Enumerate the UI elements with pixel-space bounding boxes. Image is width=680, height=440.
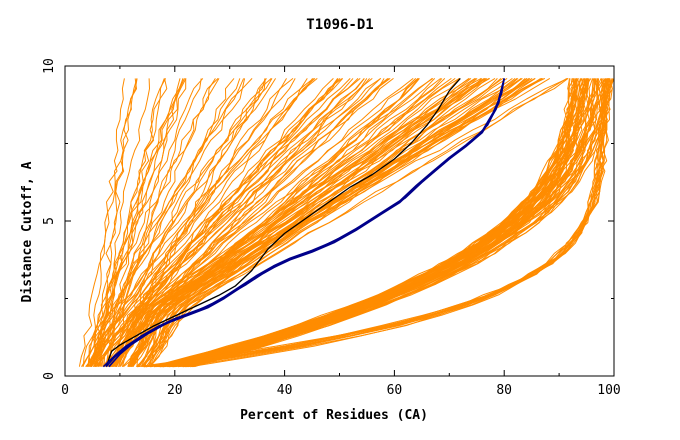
model-curve-orange xyxy=(182,78,582,368)
model-curve-orange xyxy=(88,78,125,367)
reference-curve xyxy=(105,77,461,367)
chart-title: T1096-D1 xyxy=(306,17,373,33)
model-curve-orange xyxy=(82,78,220,367)
model-curve-orange xyxy=(115,78,417,367)
model-curve-orange xyxy=(192,78,587,368)
model-curve-orange xyxy=(90,78,184,367)
model-curve-orange xyxy=(160,78,613,368)
model-curve-orange xyxy=(113,78,472,367)
model-curve-orange xyxy=(94,78,219,367)
model-curve-orange xyxy=(97,78,138,367)
x-tick-label-80: 80 xyxy=(496,383,512,398)
model-curve-orange xyxy=(107,77,544,368)
model-curve-orange xyxy=(105,77,476,367)
x-tick-label-20: 20 xyxy=(167,383,183,398)
model-curve-orange xyxy=(129,78,419,367)
model-curve-orange xyxy=(156,78,595,368)
x-axis-label: Percent of Residues (CA) xyxy=(240,408,428,423)
model-curve-orange xyxy=(116,78,266,367)
model-curve-orange xyxy=(161,78,610,368)
model-curve-orange xyxy=(130,78,483,367)
model-curve-orange xyxy=(127,78,460,367)
y-tick-label-0: 0 xyxy=(42,372,57,380)
model-curve-orange xyxy=(105,78,216,367)
y-tick-label-10: 10 xyxy=(42,58,57,74)
model-curve-orange xyxy=(109,78,165,367)
highlighted-model-curve xyxy=(102,78,505,368)
model-curve-orange xyxy=(87,78,365,368)
axis-ticks xyxy=(64,65,615,377)
model-curve-orange xyxy=(85,78,184,368)
model-curve-orange xyxy=(172,78,577,368)
model-curve-orange xyxy=(103,78,202,367)
model-curve-orange xyxy=(94,78,187,367)
model-curve-orange xyxy=(91,78,245,367)
model-curve-orange xyxy=(157,78,579,368)
x-tick-label-40: 40 xyxy=(277,383,293,398)
model-curve-orange xyxy=(187,78,589,368)
model-curve-orange xyxy=(132,77,491,367)
model-curve-orange xyxy=(163,78,608,368)
plot-lines xyxy=(78,77,615,368)
model-curve-orange xyxy=(137,78,611,368)
y-axis-label: Distance Cutoff, A xyxy=(20,161,35,302)
x-tick-label-0: 0 xyxy=(61,383,69,398)
model-curve-orange xyxy=(109,78,294,367)
model-curve-orange xyxy=(121,78,485,367)
model-curve-orange xyxy=(118,78,235,367)
x-tick-label-60: 60 xyxy=(387,383,403,398)
model-curve-orange xyxy=(94,78,277,367)
model-curve-orange xyxy=(95,78,187,367)
model-curve-orange xyxy=(95,78,150,367)
model-curve-orange xyxy=(187,78,594,368)
x-tick-label-100: 100 xyxy=(597,383,620,398)
model-curve-orange xyxy=(94,78,266,367)
model-curve-orange xyxy=(130,78,443,367)
model-curve-orange xyxy=(78,78,138,367)
model-curve-orange xyxy=(98,78,167,367)
model-curve-orange xyxy=(145,78,609,368)
y-tick-label-5: 5 xyxy=(42,217,57,225)
model-curve-orange xyxy=(141,77,486,367)
model-curve-orange xyxy=(136,78,436,367)
